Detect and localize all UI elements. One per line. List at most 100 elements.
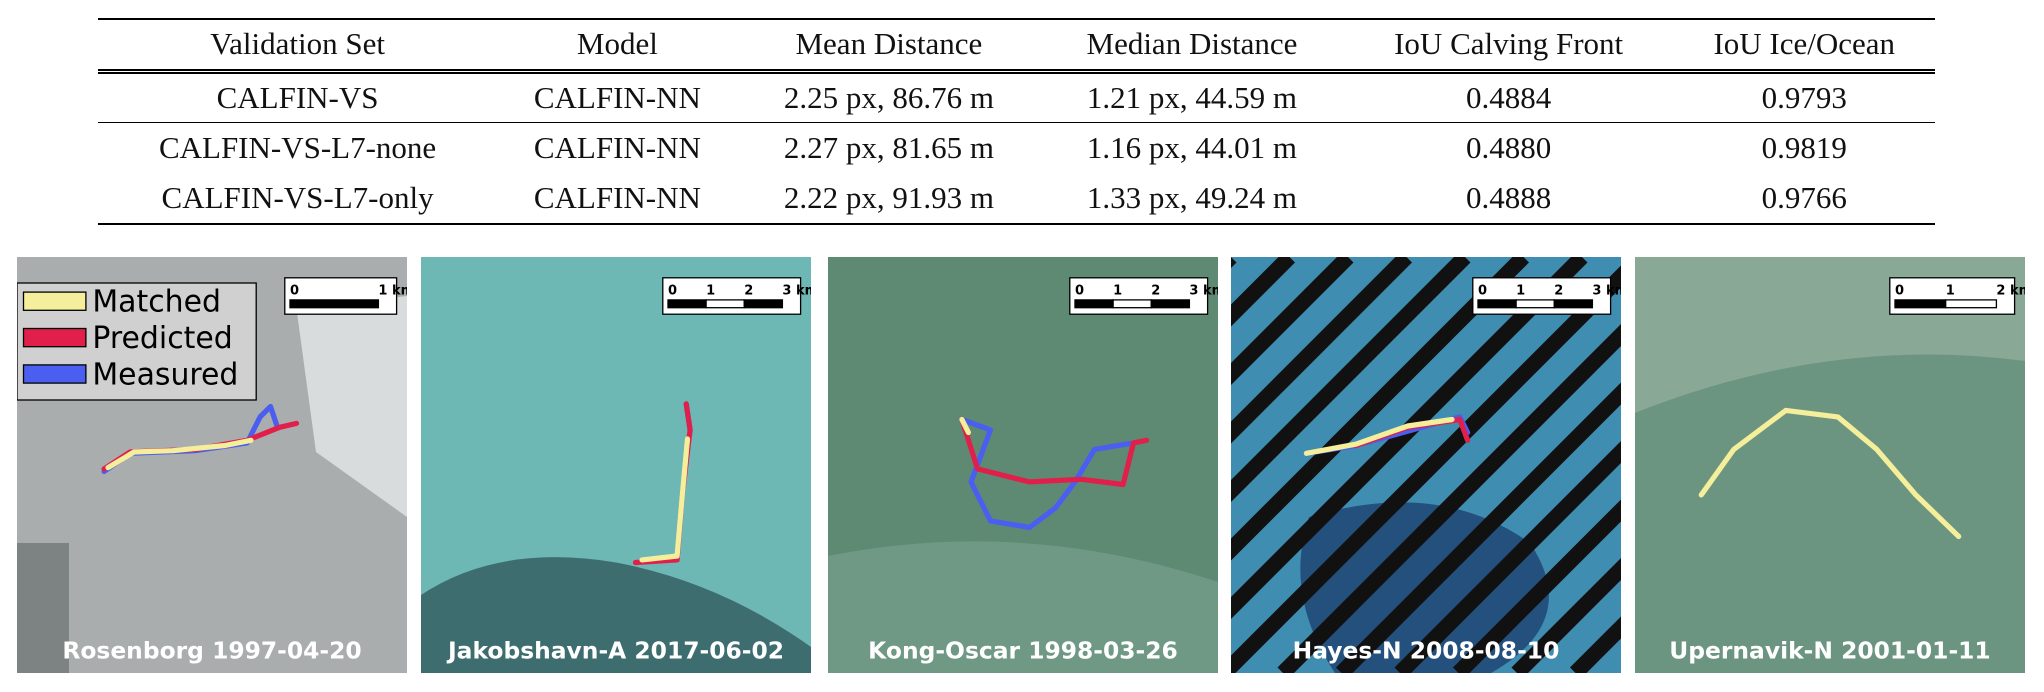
scan-gap xyxy=(1231,257,1354,386)
scale-label: 2 km xyxy=(1996,284,2025,299)
scale-label: 0 xyxy=(290,284,299,299)
table-cell: 2.27 px, 81.65 m xyxy=(783,129,994,165)
scan-gap xyxy=(1452,499,1621,673)
calving-front xyxy=(105,437,254,471)
satellite-image: 0 1 2 km Upernavik-N 2001-01-11 xyxy=(1635,257,2025,673)
scan-gap xyxy=(1394,440,1621,673)
header-cell: Median Distance xyxy=(1086,26,1298,62)
scale-label: 0 xyxy=(1478,284,1487,299)
scale-box xyxy=(662,277,802,315)
scale-label: 2 xyxy=(744,284,753,299)
scale-segment xyxy=(1477,299,1517,309)
satellite-image: 0 1 2 3 km Jakobshavn-A 2017-06-02 xyxy=(421,257,811,673)
results-table: Validation Set Model Mean Distance Median D… xyxy=(98,18,1935,225)
legend-label: Predicted xyxy=(92,321,232,356)
table-row: CALFIN-VS CALFIN-NN 2.25 px, 86.76 m 1.21 p… xyxy=(98,71,1935,122)
legend-swatch xyxy=(22,327,87,348)
table-cell: 1.33 px, 49.24 m xyxy=(1086,180,1298,215)
scale-label: 0 xyxy=(1895,284,1904,299)
scan-gap xyxy=(1231,257,1471,503)
table-cell: 0.9819 xyxy=(1761,129,1847,165)
caption: Hayes-N 2008-08-10 xyxy=(1293,637,1560,665)
scale-label: 3 km xyxy=(1592,284,1621,299)
scale-label: 0 xyxy=(668,284,677,299)
scale-segment xyxy=(667,299,707,309)
ocean xyxy=(421,557,811,673)
scan-gap xyxy=(1231,257,1413,444)
scale-segment xyxy=(1553,299,1594,309)
scale-segment xyxy=(743,299,784,309)
scan-gap xyxy=(1511,557,1621,673)
table-cell: 0.4880 xyxy=(1466,129,1552,165)
scale-label: 1 xyxy=(1946,284,1955,299)
satellite-image: 0 1 2 3 km Kong-Oscar 1998-03-26 xyxy=(828,257,1218,673)
header-cell: Model xyxy=(576,26,658,62)
scale-label: 1 km xyxy=(378,284,407,299)
scale-label: 1 xyxy=(706,284,715,299)
table-cell: 0.4888 xyxy=(1466,180,1552,215)
calving-front xyxy=(1303,416,1455,456)
scale-box xyxy=(1472,277,1612,315)
scan-gap xyxy=(1335,382,1621,673)
satellite-image: 0 1 km Rosenborg 1997-04-20 MatchedPredicte… xyxy=(17,257,407,673)
table-cell: 2.25 px, 86.76 m xyxy=(783,79,994,115)
table-cell: CALFIN-VS-L7-only xyxy=(161,180,434,215)
legend-label: Matched xyxy=(92,285,221,320)
scan-gap xyxy=(1277,323,1621,673)
scale-label: 1 xyxy=(1516,284,1525,299)
scale-label: 0 xyxy=(1075,284,1084,299)
scale-segment xyxy=(705,299,745,309)
scale-label: 2 xyxy=(1151,284,1160,299)
calving-front xyxy=(1698,407,1962,540)
table-cell: CALFIN-NN xyxy=(533,79,701,115)
calving-front xyxy=(959,416,971,436)
caption: Jakobshavn-A 2017-06-02 xyxy=(446,637,784,665)
scale-segment xyxy=(289,299,380,309)
caption: Rosenborg 1997-04-20 xyxy=(62,637,361,665)
scale-label: 3 km xyxy=(1189,284,1218,299)
scale-segment xyxy=(1945,299,1998,309)
ocean xyxy=(828,541,1218,673)
table-cell: CALFIN-NN xyxy=(533,129,701,165)
scale-segment xyxy=(1112,299,1152,309)
header-cell: Validation Set xyxy=(210,26,385,62)
scale-segment xyxy=(1150,299,1191,309)
table-row: CALFIN-VS-L7-none CALFIN-NN 2.27 px, 81.65… xyxy=(98,122,1935,173)
scan-gap xyxy=(1231,265,1621,673)
scale-label: 2 xyxy=(1554,284,1563,299)
scale-label: 1 xyxy=(1113,284,1122,299)
header-cell: Mean Distance xyxy=(795,26,983,62)
legend-swatch xyxy=(22,291,87,311)
table-cell: CALFIN-NN xyxy=(533,180,701,215)
scale-box xyxy=(1069,277,1209,315)
table-cell: CALFIN-VS-L7-none xyxy=(158,129,437,165)
terrain xyxy=(296,296,407,517)
table-cell: 0.9766 xyxy=(1761,180,1847,215)
scan-gap xyxy=(1231,257,1530,561)
table-cell: 1.16 px, 44.01 m xyxy=(1086,129,1298,165)
satellite-image: 0 1 2 3 km Hayes-N 2008-08-10 xyxy=(1231,257,1621,673)
calving-front xyxy=(959,416,1150,488)
table-cell: 0.4884 xyxy=(1466,79,1552,115)
table-cell: 0.9793 xyxy=(1761,79,1847,115)
header-cell: IoU Calving Front xyxy=(1394,26,1624,62)
header-cell: IoU Ice/Ocean xyxy=(1713,26,1896,62)
scan-gap xyxy=(1231,257,1588,620)
legend-label: Measured xyxy=(92,357,238,392)
caption: Upernavik-N 2001-01-11 xyxy=(1669,637,1990,665)
table-cell: CALFIN-VS xyxy=(216,79,379,115)
scale-label: 3 km xyxy=(782,284,811,299)
scale-segment xyxy=(1515,299,1555,309)
calving-front xyxy=(959,416,1137,531)
calving-front xyxy=(639,436,691,563)
table-cell: 1.21 px, 44.59 m xyxy=(1086,79,1298,115)
caption: Kong-Oscar 1998-03-26 xyxy=(868,637,1178,665)
table-cell: 2.22 px, 91.93 m xyxy=(783,180,994,215)
terrain xyxy=(17,543,69,673)
scale-segment xyxy=(1074,299,1114,309)
table-row: CALFIN-VS-L7-only CALFIN-NN 2.22 px, 91.93… xyxy=(98,173,1935,224)
legend-swatch xyxy=(22,364,87,384)
header-row: Validation Set Model Mean Distance Median D… xyxy=(98,19,1935,71)
scale-segment xyxy=(1894,299,1947,309)
